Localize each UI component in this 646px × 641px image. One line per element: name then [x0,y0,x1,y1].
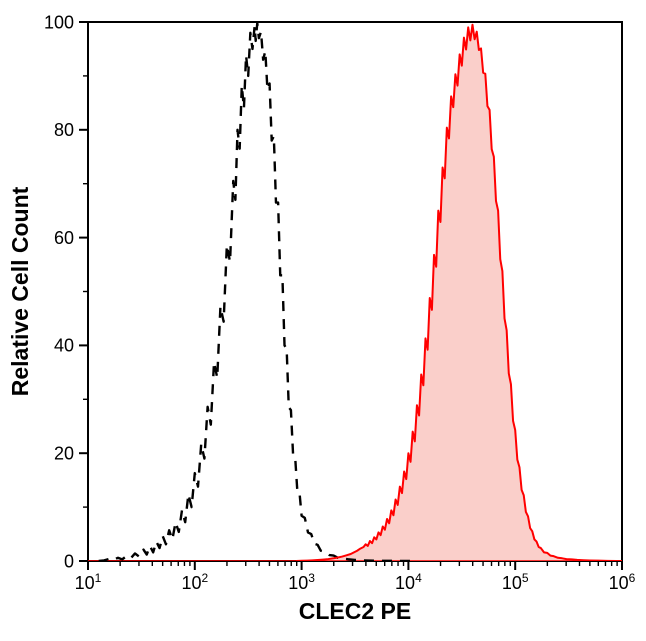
y-tick-label: 60 [54,228,74,248]
y-tick-label: 0 [64,551,74,571]
y-tick-label: 100 [44,12,74,32]
chart-svg: 101102103104105106CLEC2 PE020406080100Re… [0,0,646,641]
y-tick-label: 80 [54,120,74,140]
x-axis-label: CLEC2 PE [299,598,411,624]
y-axis-label: Relative Cell Count [7,186,33,396]
histogram-chart: 101102103104105106CLEC2 PE020406080100Re… [0,0,646,641]
y-tick-label: 40 [54,336,74,356]
y-tick-label: 20 [54,444,74,464]
chart-bg [0,0,646,641]
